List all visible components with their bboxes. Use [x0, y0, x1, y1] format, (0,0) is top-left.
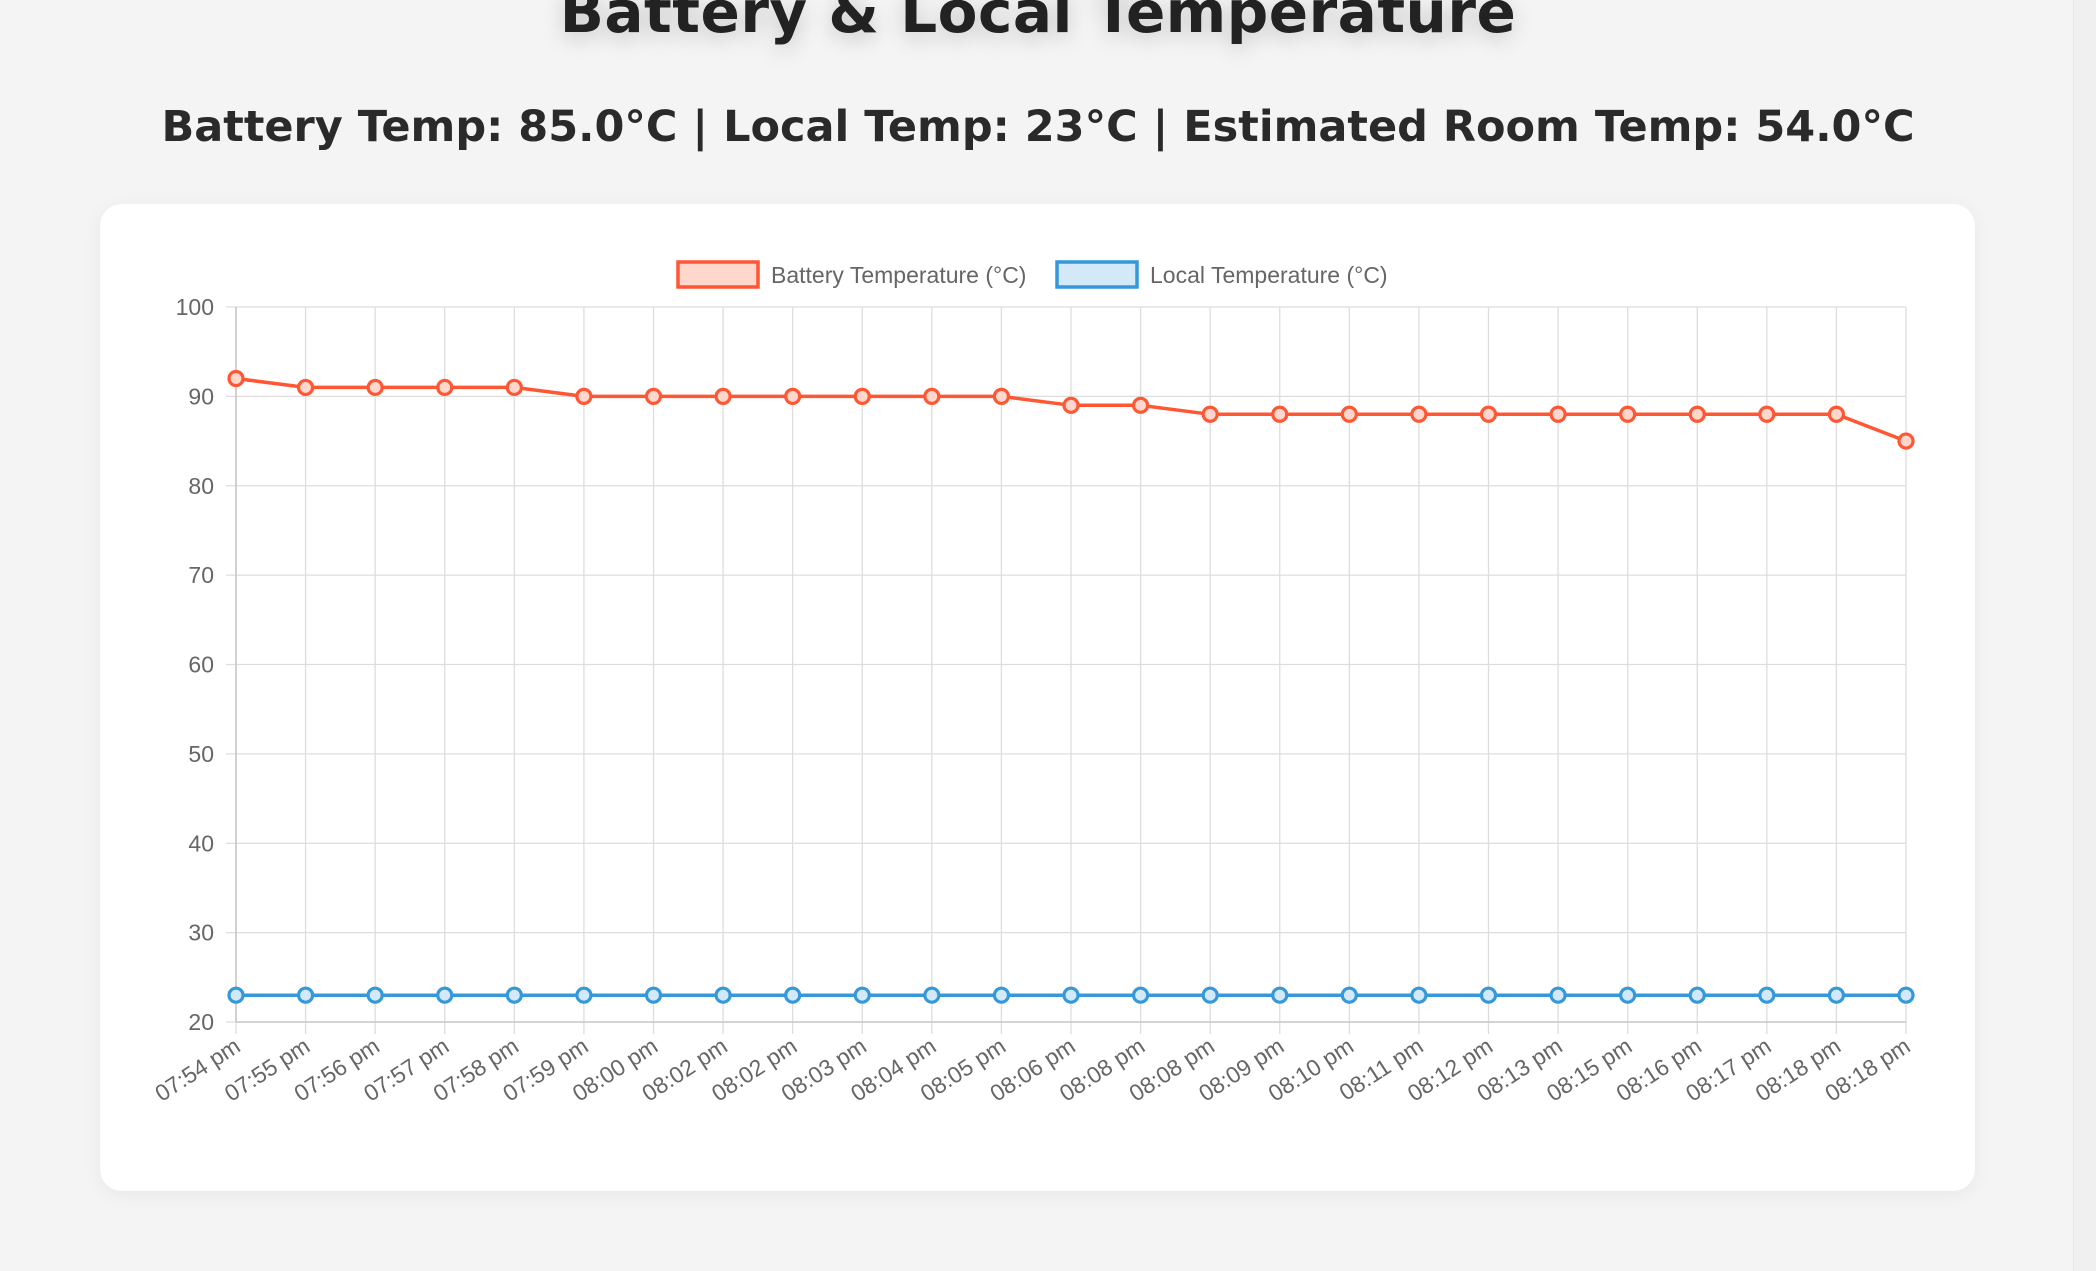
data-point[interactable] — [1271, 986, 1289, 1004]
data-point[interactable] — [1131, 986, 1150, 1004]
data-point[interactable] — [575, 387, 593, 405]
y-tick-label: 80 — [188, 473, 214, 499]
data-point[interactable] — [1062, 396, 1080, 414]
data-point[interactable] — [923, 986, 941, 1004]
data-point[interactable] — [227, 369, 245, 388]
y-tick-label: 70 — [188, 562, 214, 588]
data-point[interactable] — [1340, 405, 1358, 423]
y-tick-label: 30 — [188, 920, 214, 946]
chart-card — [100, 204, 1975, 1191]
data-point[interactable] — [1758, 405, 1776, 423]
chart-series — [227, 369, 1915, 1004]
data-point[interactable] — [1062, 986, 1080, 1004]
data-point[interactable] — [784, 986, 802, 1004]
data-point[interactable] — [1479, 405, 1498, 423]
data-point[interactable] — [1897, 986, 1915, 1004]
y-tick-label: 100 — [176, 294, 214, 320]
data-point[interactable] — [436, 986, 454, 1004]
data-point[interactable] — [714, 387, 732, 405]
data-point[interactable] — [1619, 986, 1637, 1004]
data-point[interactable] — [1549, 986, 1567, 1004]
page-scrollbar[interactable] — [2073, 0, 2096, 1271]
data-point[interactable] — [853, 387, 871, 405]
data-point[interactable] — [1688, 405, 1706, 423]
data-point[interactable] — [366, 986, 384, 1004]
data-point[interactable] — [1271, 405, 1289, 423]
data-point[interactable] — [1758, 986, 1776, 1004]
y-tick-label: 50 — [188, 741, 214, 767]
data-point[interactable] — [1619, 405, 1637, 423]
y-tick-label: 60 — [188, 652, 214, 678]
data-point[interactable] — [853, 986, 871, 1004]
data-point[interactable] — [1549, 405, 1567, 423]
data-point[interactable] — [1131, 396, 1150, 414]
data-point[interactable] — [644, 387, 663, 405]
data-point[interactable] — [436, 378, 454, 397]
data-point[interactable] — [714, 986, 732, 1004]
y-tick-label: 90 — [188, 383, 214, 409]
data-point[interactable] — [1827, 405, 1846, 423]
data-point[interactable] — [505, 378, 523, 397]
data-point[interactable] — [227, 986, 245, 1004]
data-point[interactable] — [923, 387, 941, 405]
y-tick-label: 40 — [188, 830, 214, 856]
data-point[interactable] — [505, 986, 523, 1004]
data-point[interactable] — [644, 986, 663, 1004]
data-point[interactable] — [992, 986, 1011, 1004]
temperature-status-line: Battery Temp: 85.0°C | Local Temp: 23°C … — [161, 102, 1915, 152]
data-point[interactable] — [1479, 986, 1498, 1004]
data-point[interactable] — [575, 986, 593, 1004]
legend-label: Battery Temperature (°C) — [771, 262, 1026, 288]
data-point[interactable] — [992, 387, 1011, 405]
legend-swatch — [1055, 260, 1139, 289]
data-point[interactable] — [1201, 405, 1219, 423]
data-point[interactable] — [1410, 986, 1428, 1004]
data-point[interactable] — [1827, 986, 1846, 1004]
legend-label: Local Temperature (°C) — [1150, 262, 1388, 288]
legend-item-1[interactable]: Local Temperature (°C) — [1055, 260, 1388, 289]
data-point[interactable] — [296, 986, 315, 1004]
legend-item-0[interactable]: Battery Temperature (°C) — [676, 260, 1026, 289]
data-point[interactable] — [366, 378, 384, 397]
chart-legend[interactable]: Battery Temperature (°C) Local Temperatur… — [676, 260, 1388, 289]
data-point[interactable] — [1410, 405, 1428, 423]
data-point[interactable] — [784, 387, 802, 405]
data-point[interactable] — [296, 378, 315, 397]
data-point[interactable] — [1688, 986, 1706, 1004]
chart-grid — [226, 306, 1907, 1034]
data-point[interactable] — [1201, 986, 1219, 1004]
data-point[interactable] — [1340, 986, 1358, 1004]
y-tick-label: 20 — [188, 1009, 214, 1035]
legend-swatch — [676, 260, 760, 289]
page-title: Battery & Local Temperature — [559, 0, 1517, 46]
data-point[interactable] — [1897, 432, 1915, 450]
